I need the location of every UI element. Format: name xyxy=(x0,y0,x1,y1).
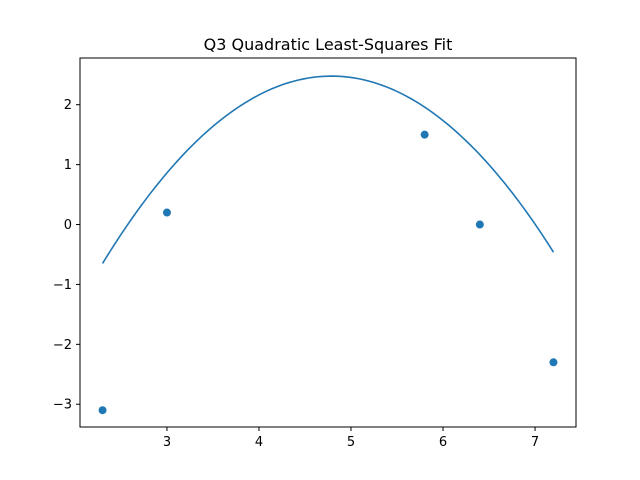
axes-frame xyxy=(79,57,577,428)
data-point xyxy=(475,220,484,229)
chart-title: Q3 Quadratic Least-Squares Fit xyxy=(204,35,453,54)
y-tick-label: −2 xyxy=(53,338,72,353)
y-tick-label: 0 xyxy=(64,218,72,233)
fit-curve-line xyxy=(101,75,555,264)
y-tick-label: 1 xyxy=(64,158,72,173)
x-tick-label: 7 xyxy=(531,435,539,450)
data-point xyxy=(162,208,171,217)
x-tick-label: 4 xyxy=(255,435,263,450)
y-tick-label: −3 xyxy=(53,398,72,413)
x-tick-label: 5 xyxy=(347,435,355,450)
x-tick-label: 3 xyxy=(163,435,171,450)
data-point xyxy=(420,130,429,139)
y-tick-label: −1 xyxy=(53,278,72,293)
axis-ticks: 3 4 5 6 7 −3 −2 −1 0 1 2 xyxy=(53,98,539,450)
plot-area xyxy=(98,75,558,415)
y-tick-label: 2 xyxy=(64,98,72,113)
data-point xyxy=(98,406,107,415)
x-tick-label: 6 xyxy=(439,435,447,450)
data-point xyxy=(549,358,558,367)
